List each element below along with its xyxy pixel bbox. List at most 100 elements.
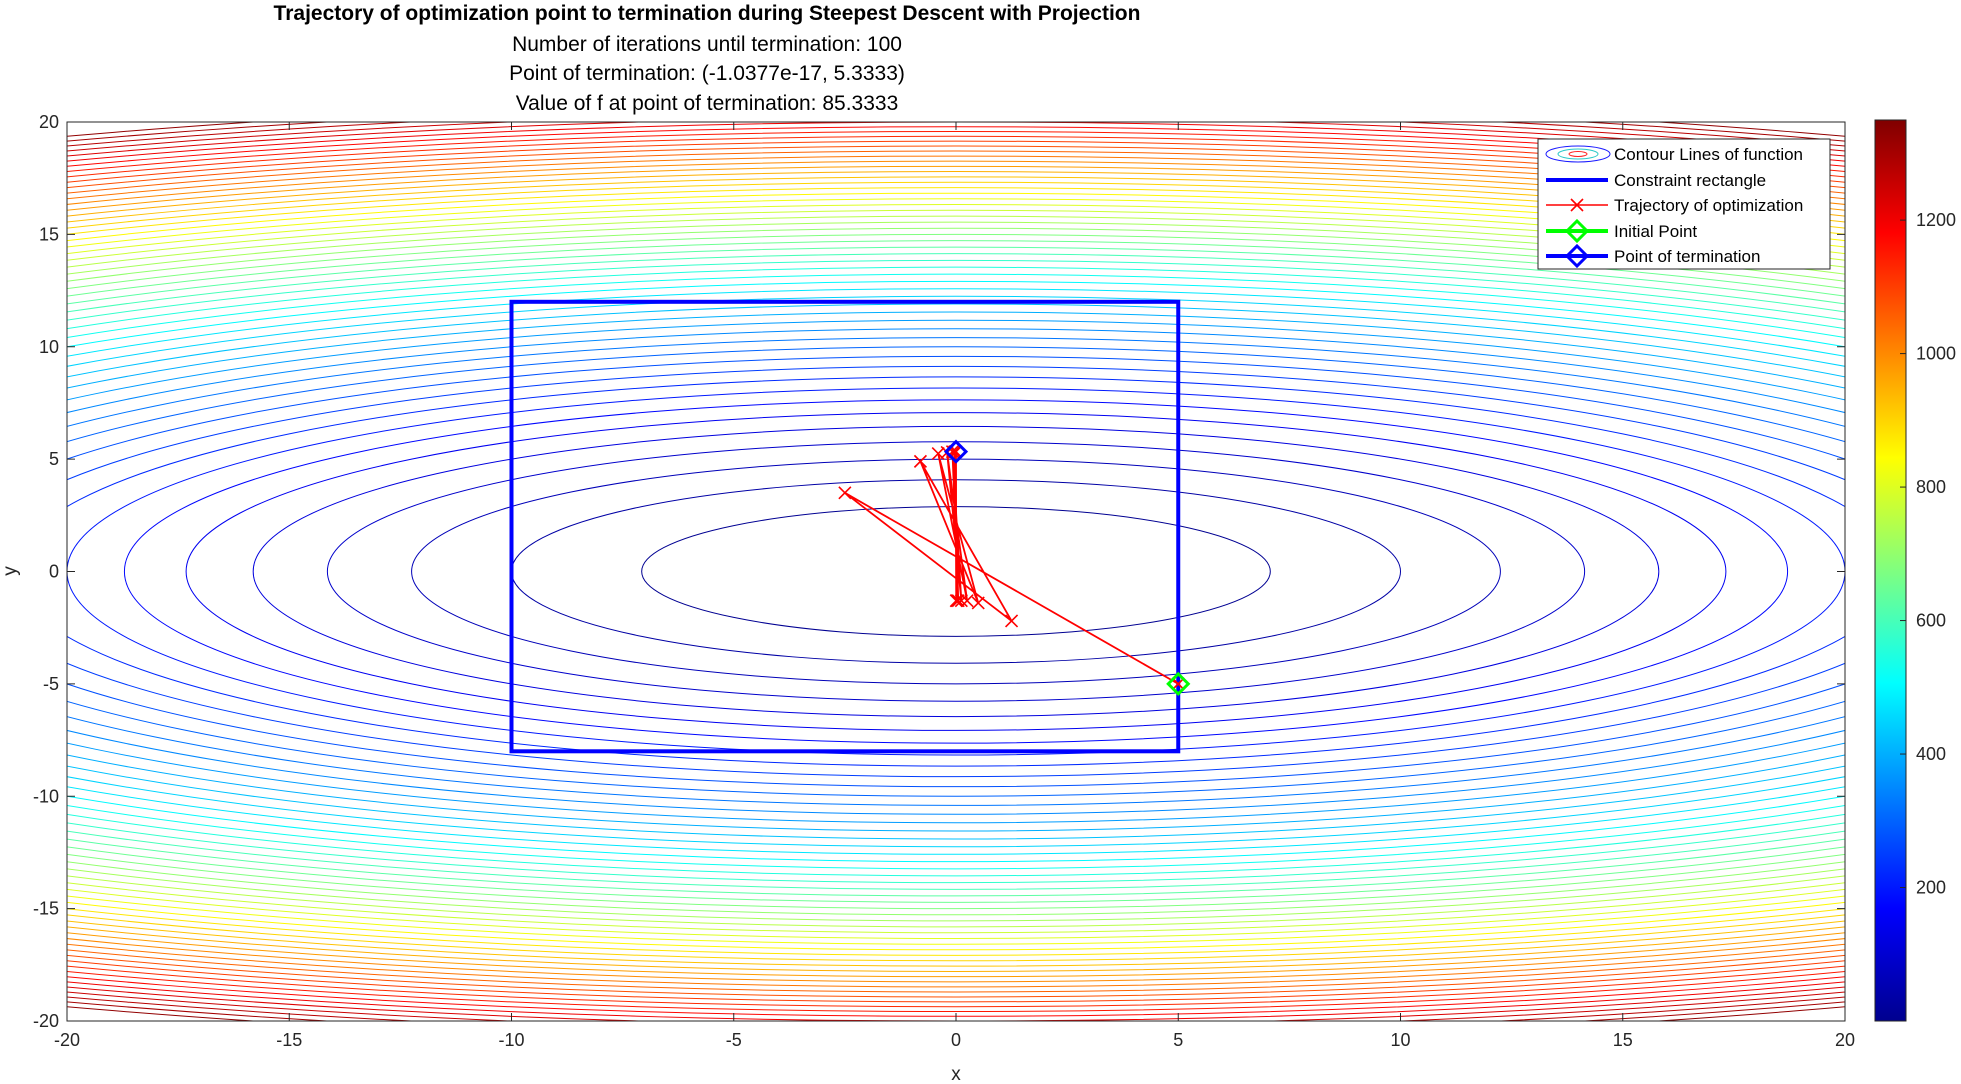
y-tick-label: 20	[39, 112, 59, 132]
subtitle-termination-point: Point of termination: (-1.0377e-17, 5.33…	[509, 62, 905, 85]
y-tick-label: -10	[33, 786, 59, 806]
x-tick-label: 5	[1173, 1030, 1183, 1050]
contour-line-42	[67, 145, 1845, 998]
contour-line-20	[67, 273, 1845, 870]
contour-line-34	[67, 187, 1845, 956]
initial-point-marker	[1166, 671, 1191, 696]
contour-line-44	[67, 135, 1845, 1008]
y-tick-label: -20	[33, 1011, 59, 1031]
legend-box	[1537, 138, 1831, 270]
legend-initial-swatch	[1546, 218, 1608, 244]
x-tick-label: -20	[54, 1030, 80, 1050]
x-axis-ticks: -20 -15 -10 -5 0 5 10 15 20	[54, 122, 1855, 1050]
contour-line-4	[252, 425, 1660, 718]
y-axis-ticks: -20 -15 -10 -5 0 5 10 15 20	[33, 112, 1845, 1031]
legend-contour-swatch	[1545, 145, 1611, 163]
trajectory-marker-8	[954, 594, 968, 608]
contour-line-8	[67, 376, 1845, 767]
colorbar	[1874, 119, 1907, 1022]
contour-line-5	[185, 412, 1727, 731]
y-tick-label: 0	[49, 562, 59, 582]
contour-line-38	[67, 165, 1845, 978]
legend-termination-swatch	[1546, 243, 1608, 269]
colorbar-tick-label: 1200	[1916, 210, 1956, 230]
x-tick-label: -15	[276, 1030, 302, 1050]
y-tick-label: -15	[33, 899, 59, 919]
contour-line-35	[67, 181, 1845, 962]
contour-line-29	[67, 215, 1845, 928]
colorbar-tick-label: 1000	[1916, 344, 1956, 364]
contour-line-32	[67, 198, 1845, 945]
contour-line-15	[67, 311, 1845, 832]
contour-line-16	[67, 303, 1845, 840]
legend-label-termination: Point of termination	[1614, 247, 1760, 266]
contour-line-26	[67, 233, 1845, 910]
trajectory-line	[844, 451, 1179, 685]
trajectory-marker-10	[951, 594, 965, 608]
contour-line-33	[67, 192, 1845, 951]
legend-label-contour: Contour Lines of function	[1614, 145, 1803, 164]
contour-line-17	[67, 295, 1845, 848]
contour-line-9	[67, 365, 1845, 778]
termination-point-marker	[943, 439, 969, 464]
contour-line-12	[67, 337, 1845, 806]
legend-label-constraint: Constraint rectangle	[1614, 171, 1766, 190]
constraint-rectangle	[509, 299, 1181, 754]
trajectory-marker-2	[1004, 614, 1019, 628]
contour-line-14	[67, 319, 1845, 824]
y-tick-label: 10	[39, 337, 59, 357]
contour-line-41	[67, 150, 1845, 993]
contour-line-22	[67, 259, 1845, 884]
contour-line-11	[67, 346, 1845, 797]
colorbar-tick-label: 600	[1916, 611, 1946, 631]
contour-line-27	[67, 227, 1845, 916]
x-tick-label: 0	[951, 1030, 961, 1050]
contour-line-23	[67, 253, 1845, 890]
x-tick-label: 20	[1835, 1030, 1855, 1050]
y-tick-label: 5	[49, 449, 59, 469]
contour-line-19	[67, 280, 1845, 863]
x-tick-label: 10	[1390, 1030, 1410, 1050]
trajectory-marker-1	[838, 486, 852, 500]
contour-line-39	[67, 160, 1845, 983]
contour-line-36	[67, 176, 1845, 967]
y-tick-label: 15	[39, 224, 59, 244]
contour-line-21	[67, 266, 1845, 877]
trajectory-layer	[838, 439, 1191, 696]
contour-line-6	[123, 399, 1789, 744]
legend-trajectory-swatch	[1546, 198, 1608, 212]
legend-label-trajectory: Trajectory of optimization	[1614, 196, 1803, 215]
colorbar-tick-label: 800	[1916, 477, 1946, 497]
contour-line-10	[67, 355, 1845, 788]
y-axis-label: y	[0, 566, 21, 576]
x-tick-label: 15	[1613, 1030, 1633, 1050]
x-tick-label: -5	[726, 1030, 742, 1050]
contour-line-28	[67, 221, 1845, 922]
x-axis-label: x	[951, 1064, 961, 1084]
trajectory-marker-14	[949, 594, 963, 608]
y-tick-label: -5	[43, 674, 59, 694]
contour-line-7	[67, 387, 1845, 756]
legend-label-initial: Initial Point	[1614, 222, 1697, 241]
contour-line-40	[67, 155, 1845, 988]
contour-line-24	[67, 246, 1845, 897]
trajectory-marker-4	[971, 596, 985, 610]
contour-line-18	[67, 288, 1845, 855]
subtitle-termination-value: Value of f at point of termination: 85.3…	[516, 92, 899, 115]
contour-line-43	[67, 140, 1845, 1003]
contour-line-37	[67, 171, 1845, 972]
constraint-layer	[509, 299, 1181, 754]
contour-line-45	[67, 131, 1845, 1012]
contour-line-25	[67, 240, 1845, 903]
chart-title: Trajectory of optimization point to term…	[274, 2, 1141, 25]
x-tick-label: -10	[498, 1030, 524, 1050]
trajectory-marker-3	[913, 454, 928, 468]
contour-line-30	[67, 209, 1845, 934]
contour-line-13	[67, 328, 1845, 815]
contour-line-31	[67, 204, 1845, 939]
legend: Contour Lines of function Constraint rec…	[1537, 138, 1831, 270]
colorbar-tick-label: 400	[1916, 744, 1946, 764]
colorbar-tick-label: 200	[1916, 878, 1946, 898]
colorbar-ticks: 200 400 600 800 1000 1200	[1900, 210, 1956, 898]
